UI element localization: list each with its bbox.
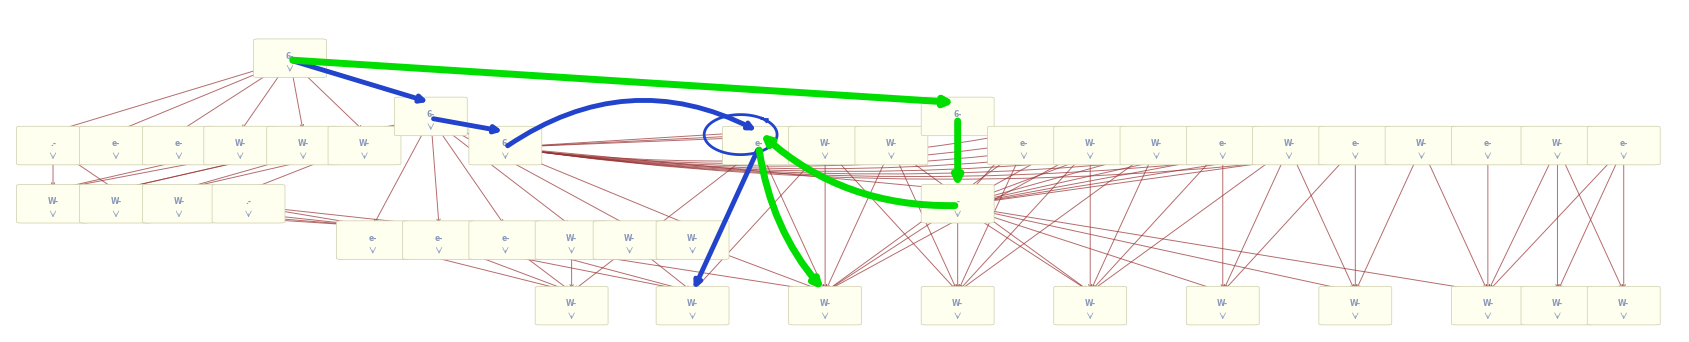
Text: W-: W-: [1616, 299, 1628, 308]
FancyBboxPatch shape: [1186, 286, 1258, 325]
FancyBboxPatch shape: [1586, 286, 1659, 325]
FancyBboxPatch shape: [1317, 286, 1392, 325]
FancyBboxPatch shape: [17, 126, 90, 165]
Text: W-: W-: [566, 299, 578, 308]
Text: W-: W-: [358, 139, 370, 148]
Text: W-: W-: [1551, 299, 1562, 308]
Text: e-: e-: [368, 234, 377, 243]
FancyBboxPatch shape: [921, 286, 993, 325]
Text: W-: W-: [235, 139, 245, 148]
FancyBboxPatch shape: [253, 39, 326, 78]
Text: W-: W-: [1282, 139, 1294, 148]
FancyBboxPatch shape: [336, 221, 409, 260]
Text: e-: e-: [1350, 139, 1358, 148]
FancyBboxPatch shape: [468, 126, 542, 165]
Text: e-: e-: [1483, 139, 1491, 148]
Text: e-: e-: [174, 139, 182, 148]
FancyBboxPatch shape: [1385, 126, 1458, 165]
FancyBboxPatch shape: [402, 221, 475, 260]
Text: W-: W-: [819, 299, 831, 308]
FancyBboxPatch shape: [142, 184, 215, 223]
FancyBboxPatch shape: [855, 126, 927, 165]
FancyBboxPatch shape: [142, 126, 215, 165]
Text: .-: .-: [51, 139, 56, 148]
FancyBboxPatch shape: [1054, 126, 1127, 165]
Text: W-: W-: [819, 139, 831, 148]
Text: W-: W-: [623, 234, 635, 243]
Text: W-: W-: [566, 234, 578, 243]
FancyBboxPatch shape: [1186, 126, 1258, 165]
Text: 6-: 6-: [502, 139, 508, 148]
FancyBboxPatch shape: [267, 126, 339, 165]
Text: W-: W-: [1415, 139, 1426, 148]
Text: e-: e-: [1618, 139, 1627, 148]
FancyBboxPatch shape: [593, 221, 665, 260]
Text: W-: W-: [1150, 139, 1162, 148]
FancyBboxPatch shape: [1520, 126, 1593, 165]
FancyBboxPatch shape: [468, 221, 542, 260]
FancyBboxPatch shape: [1586, 126, 1659, 165]
Text: e-: e-: [434, 234, 443, 243]
FancyBboxPatch shape: [921, 97, 993, 136]
FancyBboxPatch shape: [17, 184, 90, 223]
FancyBboxPatch shape: [211, 184, 285, 223]
FancyBboxPatch shape: [204, 126, 277, 165]
FancyBboxPatch shape: [394, 97, 466, 136]
FancyBboxPatch shape: [535, 286, 608, 325]
Text: e-: e-: [111, 139, 120, 148]
FancyBboxPatch shape: [789, 286, 861, 325]
FancyBboxPatch shape: [1451, 286, 1523, 325]
Text: 6-: 6-: [953, 110, 961, 119]
Text: W-: W-: [687, 299, 698, 308]
FancyBboxPatch shape: [921, 184, 993, 223]
FancyBboxPatch shape: [1520, 286, 1593, 325]
FancyBboxPatch shape: [79, 126, 152, 165]
Text: W-: W-: [1481, 299, 1493, 308]
Text: W-: W-: [1551, 139, 1562, 148]
FancyBboxPatch shape: [535, 221, 608, 260]
FancyBboxPatch shape: [789, 126, 861, 165]
FancyBboxPatch shape: [1317, 126, 1392, 165]
Text: W-: W-: [1084, 299, 1094, 308]
Text: W-: W-: [885, 139, 897, 148]
FancyBboxPatch shape: [1451, 126, 1523, 165]
Text: W-: W-: [110, 197, 122, 207]
Text: W-: W-: [951, 299, 963, 308]
Text: .-: .-: [954, 197, 959, 207]
Text: e-: e-: [1218, 139, 1226, 148]
Text: e-: e-: [755, 139, 762, 148]
Text: W-: W-: [1084, 139, 1094, 148]
FancyBboxPatch shape: [655, 221, 728, 260]
Text: W-: W-: [687, 234, 698, 243]
Text: e-: e-: [502, 234, 508, 243]
FancyBboxPatch shape: [655, 286, 728, 325]
FancyBboxPatch shape: [721, 126, 796, 165]
Text: 6-: 6-: [426, 110, 434, 119]
FancyBboxPatch shape: [1120, 126, 1192, 165]
FancyBboxPatch shape: [1252, 126, 1324, 165]
Text: .-: .-: [245, 197, 252, 207]
FancyBboxPatch shape: [328, 126, 400, 165]
Text: W-: W-: [1350, 299, 1360, 308]
Text: W-: W-: [47, 197, 59, 207]
Text: W-: W-: [1216, 299, 1228, 308]
FancyBboxPatch shape: [1054, 286, 1127, 325]
FancyBboxPatch shape: [986, 126, 1059, 165]
Text: e-: e-: [1018, 139, 1027, 148]
Text: 6-: 6-: [285, 52, 294, 61]
Text: W-: W-: [174, 197, 184, 207]
FancyBboxPatch shape: [79, 184, 152, 223]
Text: W-: W-: [297, 139, 309, 148]
